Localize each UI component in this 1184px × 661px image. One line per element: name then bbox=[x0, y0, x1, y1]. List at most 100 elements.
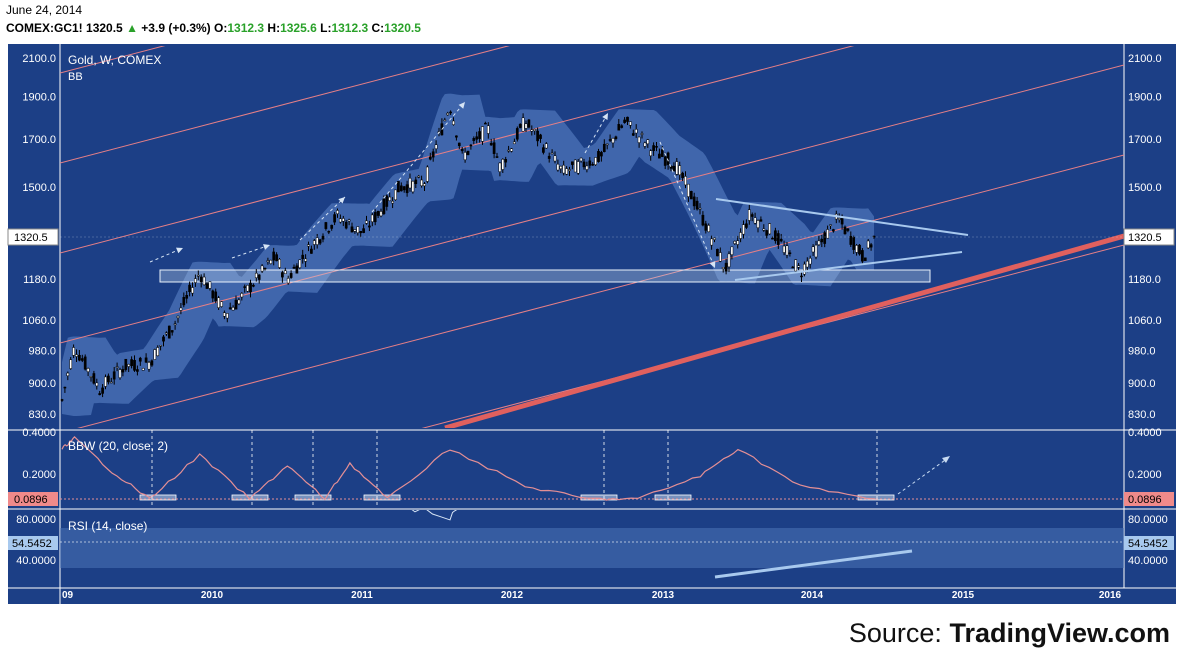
candle bbox=[655, 141, 658, 152]
squeeze-marker bbox=[139, 494, 177, 501]
candle bbox=[716, 248, 719, 257]
candle bbox=[640, 131, 644, 139]
candle bbox=[165, 331, 168, 336]
candle bbox=[295, 263, 299, 274]
candle bbox=[492, 138, 496, 159]
projection-arrows bbox=[149, 101, 716, 269]
candle bbox=[623, 117, 626, 124]
candle bbox=[562, 160, 566, 176]
candle bbox=[582, 158, 586, 170]
x-axis-bg bbox=[8, 588, 1176, 604]
rsi-band bbox=[60, 528, 1124, 568]
candle bbox=[684, 171, 687, 189]
arrow-head bbox=[458, 102, 465, 109]
candle bbox=[69, 356, 73, 370]
candle bbox=[327, 230, 331, 235]
projection-arrow bbox=[231, 244, 271, 259]
candle bbox=[478, 127, 481, 143]
candle bbox=[191, 282, 194, 297]
rsi-divergence-trendline bbox=[714, 549, 913, 579]
candle bbox=[240, 292, 244, 301]
price-chart[interactable]: Gold, W, COMEX BB 2100.0 2100.0 1900.0 1900… bbox=[0, 40, 1184, 606]
x-tick-label: 2011 bbox=[351, 590, 373, 601]
candle bbox=[455, 135, 458, 141]
candle bbox=[527, 118, 531, 129]
candle bbox=[321, 233, 325, 243]
candle bbox=[797, 262, 800, 271]
candle bbox=[353, 229, 357, 234]
candle bbox=[402, 186, 406, 193]
candle bbox=[460, 146, 464, 154]
candle bbox=[504, 156, 508, 168]
candle bbox=[463, 147, 467, 163]
candle bbox=[98, 390, 102, 396]
low-value: 1312.3 bbox=[331, 21, 369, 35]
candle bbox=[585, 161, 589, 173]
candle bbox=[649, 149, 653, 161]
y-tick-label: 1500.0 bbox=[1128, 182, 1162, 194]
source-prefix: Source: bbox=[848, 618, 950, 648]
y-tick-label: 1060.0 bbox=[1128, 315, 1162, 327]
squeeze-marker bbox=[857, 494, 895, 501]
candle bbox=[359, 230, 363, 238]
candle bbox=[107, 373, 110, 385]
candle bbox=[185, 290, 189, 304]
y-tick-label: 1180.0 bbox=[1128, 274, 1161, 286]
high-label: H: bbox=[267, 21, 281, 35]
candle bbox=[588, 157, 592, 169]
candle bbox=[388, 192, 392, 202]
candle bbox=[283, 267, 287, 275]
candle bbox=[747, 204, 751, 225]
candle bbox=[60, 398, 64, 402]
candle bbox=[156, 345, 160, 357]
candle bbox=[202, 273, 206, 286]
candle bbox=[753, 212, 757, 225]
candle bbox=[272, 247, 276, 266]
last-price: 1320.5 bbox=[86, 21, 123, 35]
candle bbox=[469, 143, 473, 150]
triangle-upper-trendline bbox=[715, 198, 969, 236]
candle bbox=[629, 121, 632, 129]
candle bbox=[745, 219, 748, 230]
candle bbox=[78, 350, 81, 362]
x-tick-label: 2016 bbox=[1099, 590, 1122, 601]
candle bbox=[249, 279, 252, 298]
candle bbox=[721, 267, 725, 273]
candle bbox=[80, 354, 84, 363]
x-tick-label: 2015 bbox=[952, 590, 975, 601]
candle bbox=[138, 356, 142, 366]
squeeze-vertical-lines bbox=[151, 430, 878, 508]
candle bbox=[869, 242, 873, 251]
candle bbox=[223, 310, 226, 320]
candle bbox=[428, 152, 432, 161]
candle bbox=[237, 297, 241, 306]
candle bbox=[608, 134, 612, 143]
candle bbox=[208, 281, 212, 291]
candle bbox=[707, 223, 711, 233]
squeeze-marker bbox=[654, 494, 692, 501]
candle bbox=[553, 151, 557, 164]
candle bbox=[420, 175, 423, 188]
candle bbox=[423, 182, 426, 192]
channel-line bbox=[77, 154, 1124, 428]
candle bbox=[385, 194, 389, 211]
candle bbox=[733, 240, 737, 245]
candle bbox=[260, 264, 264, 274]
candle bbox=[681, 171, 684, 181]
candle bbox=[368, 220, 371, 232]
candle bbox=[281, 270, 284, 283]
candle bbox=[652, 142, 655, 156]
candle bbox=[771, 236, 774, 240]
candle bbox=[788, 250, 792, 257]
candle bbox=[457, 142, 461, 150]
candle bbox=[417, 174, 421, 179]
close-value: 1320.5 bbox=[384, 21, 421, 35]
candle bbox=[849, 231, 853, 247]
candle bbox=[855, 243, 858, 256]
arrow-head bbox=[338, 197, 345, 204]
rsi-last-badge-right-label: 54.5452 bbox=[1128, 538, 1168, 550]
candle bbox=[826, 225, 829, 239]
candle bbox=[257, 274, 261, 284]
quote-line: COMEX:GC1! 1320.5 ▲ +3.9 (+0.3%) O:1312.… bbox=[6, 21, 421, 35]
candle bbox=[333, 212, 336, 226]
